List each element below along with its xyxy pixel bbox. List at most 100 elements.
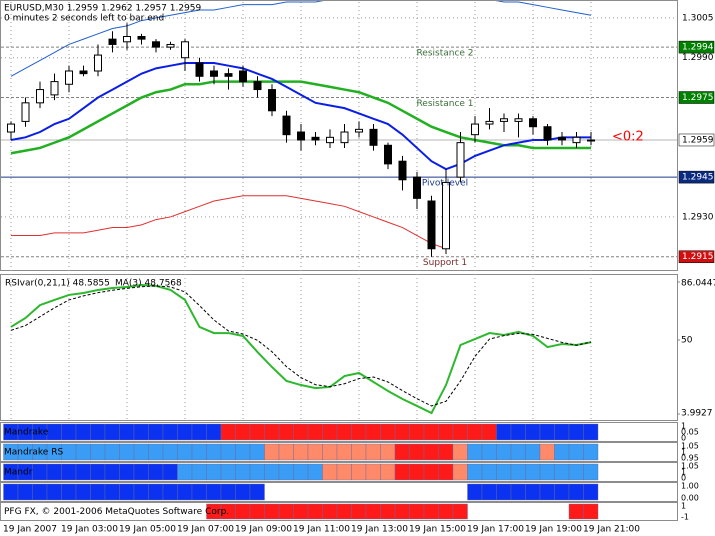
state-block [162, 463, 178, 481]
state-block [293, 423, 309, 441]
state-block [61, 443, 77, 461]
state-block [90, 483, 106, 501]
state-block [496, 483, 512, 501]
row-scale-label: 1 [681, 448, 686, 457]
state-block [278, 423, 294, 441]
state-block [104, 483, 120, 501]
state-block [119, 443, 135, 461]
x-tick-label: 19 Jan 2007 [3, 525, 57, 535]
state-block [365, 423, 381, 441]
main-panel [0, 0, 678, 271]
state-block [191, 483, 207, 501]
state-block [554, 423, 570, 441]
state-block [133, 423, 149, 441]
state-block [336, 503, 352, 520]
state-block [568, 443, 584, 461]
state-block [394, 423, 410, 441]
state-block [409, 443, 425, 461]
candle-body [282, 115, 291, 136]
candle-body [166, 43, 175, 48]
labels: EURUSD,M30 1.2959 1.2962 1.2957 1.29590 … [3, 4, 715, 535]
state-block [365, 503, 381, 520]
state-block [467, 483, 483, 501]
level-label: Resistance 2 [416, 49, 473, 59]
candle-body [514, 118, 523, 122]
state-block [278, 503, 294, 520]
state-block [510, 443, 526, 461]
state-block [220, 463, 236, 481]
state-block [510, 483, 526, 501]
state-block [32, 463, 48, 481]
candle-body [239, 70, 247, 83]
state-block [75, 483, 91, 501]
row-label: Mandrake RS [4, 448, 63, 458]
state-block [525, 423, 541, 441]
level-value: 1.2959 [682, 135, 714, 145]
price-plot [1, 1, 677, 258]
row-scale-label: 1.05 [681, 442, 699, 451]
state-block [119, 463, 135, 481]
state-block [380, 443, 396, 461]
state-block [90, 423, 106, 441]
state-block [539, 443, 555, 461]
state-block [191, 463, 207, 481]
state-block [307, 443, 323, 461]
state-block [452, 503, 468, 520]
state-block [249, 423, 265, 441]
series-line [10, 283, 592, 415]
state-block [496, 423, 512, 441]
x-tick-label: 19 Jan 05:00 [119, 525, 176, 535]
candle-body [340, 131, 349, 144]
state-block [351, 463, 367, 481]
candle-body [311, 136, 320, 141]
candle-body [587, 139, 595, 142]
candle-body [427, 200, 436, 250]
state-block [148, 483, 164, 501]
indicator-line [10, 80, 591, 155]
state-block [307, 463, 323, 481]
state-block [539, 483, 555, 501]
candle-body [224, 73, 233, 77]
row-scale-label: 0 [681, 474, 686, 483]
level-value: 1.2975 [682, 93, 714, 103]
state-block [90, 463, 106, 481]
state-block [351, 503, 367, 520]
state-block [554, 463, 570, 481]
state-block [336, 463, 352, 481]
state-block [583, 503, 599, 520]
row-scale-label: 1 [681, 468, 686, 477]
state-block [467, 443, 483, 461]
state-block [380, 463, 396, 481]
state-block [206, 443, 222, 461]
level-box [678, 91, 715, 104]
state-block [148, 443, 164, 461]
candle-body [210, 70, 218, 77]
state-block [249, 463, 265, 481]
state-block [554, 443, 570, 461]
state-block [264, 443, 280, 461]
state-block [351, 423, 367, 441]
x-tick-label: 19 Jan 17:00 [467, 525, 524, 535]
level-value: 1.2945 [682, 173, 714, 183]
state-block [249, 483, 265, 501]
y-tick-label: 1.2990 [682, 53, 714, 63]
state-block [220, 483, 236, 501]
state-block [104, 443, 120, 461]
rsi-plot [10, 283, 592, 415]
candle-body [297, 131, 305, 141]
state-block [452, 423, 468, 441]
state-block [75, 463, 91, 481]
state-block [46, 463, 62, 481]
y-tick-label: 50 [681, 335, 693, 345]
state-block [162, 443, 178, 461]
row-scale-label: 0.05 [681, 428, 699, 437]
state-block [235, 423, 251, 441]
state-block [380, 503, 396, 520]
row-scale-label: 0.00 [681, 494, 699, 503]
candle-body [384, 144, 392, 165]
state-block [191, 443, 207, 461]
state-block [177, 463, 193, 481]
y-tick-label: 1.2930 [682, 212, 714, 222]
state-block [322, 443, 338, 461]
